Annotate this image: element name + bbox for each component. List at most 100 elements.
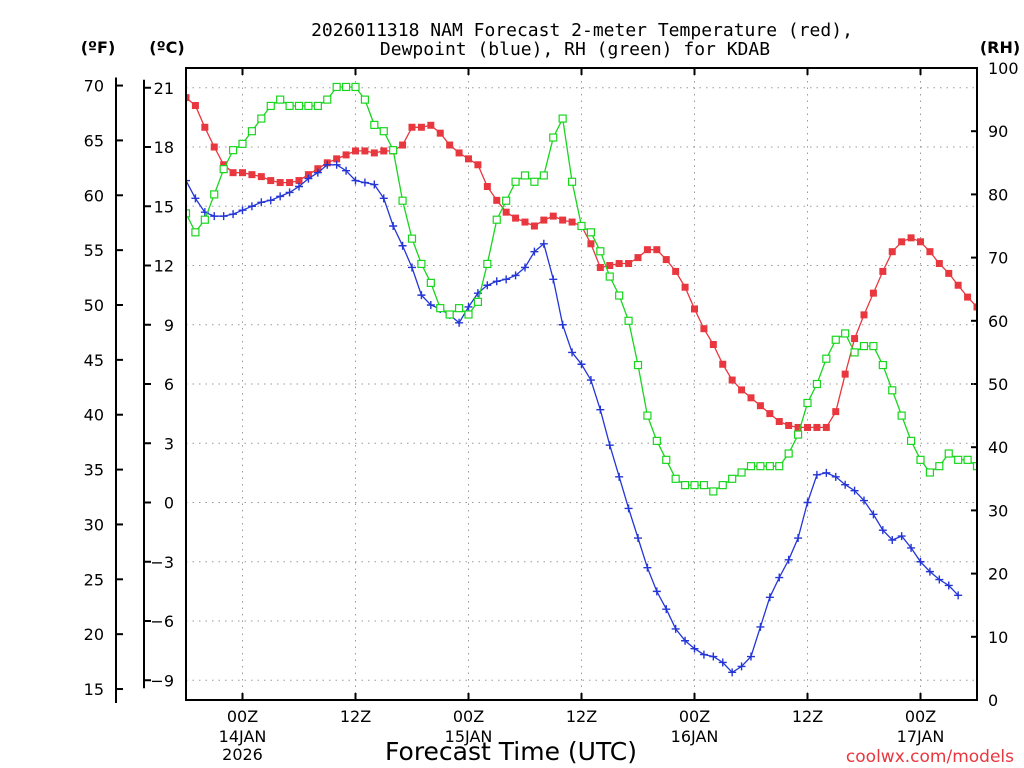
rh-point — [370, 120, 379, 129]
temperature-point — [455, 149, 463, 157]
rh-point — [822, 354, 831, 363]
rh-point — [257, 114, 266, 123]
dewpoint-point — [351, 176, 360, 185]
temperature-point — [841, 370, 849, 378]
dewpoint-point — [822, 468, 831, 477]
rh-tick-label: 50 — [988, 375, 1008, 394]
dewpoint-point — [794, 534, 803, 543]
rh-point — [935, 462, 944, 471]
fahrenheit-tick-label: 40 — [84, 406, 104, 425]
rh-point — [445, 310, 454, 319]
rh-point — [398, 196, 407, 205]
dewpoint-point — [671, 624, 680, 633]
rh-point — [624, 316, 633, 325]
temperature-point — [239, 169, 246, 177]
dewpoint-point — [869, 510, 878, 519]
dewpoint-point — [455, 318, 464, 327]
rh-point — [502, 196, 511, 205]
time-tick-label: 00Z — [453, 707, 484, 726]
dewpoint-point — [502, 275, 511, 284]
temperature-point — [879, 267, 887, 275]
celsius-tick-label: 15 — [154, 197, 174, 216]
rh-point — [351, 82, 360, 92]
temperature-point — [267, 177, 275, 185]
temperature-point — [964, 293, 972, 301]
temperature-point — [248, 171, 256, 179]
series-layer — [186, 82, 990, 677]
fahrenheit-tick-label: 55 — [84, 241, 104, 260]
rh-point — [803, 398, 812, 408]
fahrenheit-tick-label: 45 — [84, 351, 104, 370]
rh-point — [869, 341, 878, 351]
temperature-point — [813, 423, 821, 431]
dewpoint-point — [285, 188, 294, 197]
dewpoint-point — [247, 202, 256, 211]
temperature-point — [643, 246, 651, 254]
rh-point — [793, 430, 803, 439]
temperature-point — [465, 155, 472, 163]
rh-point — [596, 247, 605, 256]
celsius-tick-label: 9 — [164, 316, 174, 335]
rh-point — [709, 487, 718, 496]
temperature-point — [427, 121, 435, 129]
dewpoint-point — [944, 581, 953, 590]
temperature-point — [568, 218, 576, 226]
dewpoint-point — [577, 360, 586, 369]
rh-point — [746, 462, 756, 471]
temperature-point — [822, 423, 830, 431]
celsius-tick-label: 3 — [164, 434, 174, 453]
rh-point — [341, 82, 351, 92]
dewpoint-point — [539, 239, 548, 248]
fahrenheit-axis: 70 65 60 55 50 45 40 35 30 25 20 15 — [84, 77, 123, 704]
rh-point — [389, 146, 398, 155]
temperature-point — [775, 418, 783, 426]
rh-point — [567, 177, 577, 186]
rh-point — [718, 481, 727, 490]
temperature-point — [286, 179, 294, 187]
rh-point — [247, 127, 257, 136]
temperature-point — [907, 234, 915, 242]
rh-point — [605, 272, 614, 281]
rh-point — [699, 481, 709, 490]
rh-point — [266, 101, 275, 111]
rh-point — [756, 462, 765, 471]
temperature-point — [662, 256, 670, 264]
temperature-point — [634, 254, 642, 262]
rh-point — [812, 379, 822, 389]
rh-tick-label: 20 — [988, 565, 1008, 584]
temperature-point — [521, 218, 529, 226]
dewpoint-point — [860, 496, 868, 505]
temperature-point — [361, 147, 369, 155]
dewpoint-point — [530, 247, 539, 256]
rh-point — [586, 228, 596, 237]
dewpoint-point — [568, 348, 577, 357]
fahrenheit-tick-label: 65 — [84, 131, 104, 150]
dewpoint-point — [304, 174, 313, 183]
dewpoint-point — [605, 441, 614, 450]
temperature-point — [719, 360, 727, 368]
rh-point — [983, 456, 990, 463]
dewpoint-point — [186, 176, 190, 185]
dewpoint-point — [398, 241, 407, 250]
temperature-point — [446, 141, 454, 149]
date-label: 17JAN — [897, 727, 945, 746]
dewpoint-point — [841, 480, 850, 489]
time-tick-label: 12Z — [792, 707, 823, 726]
temperature-point — [549, 212, 557, 220]
rh-point — [633, 360, 643, 370]
temperature-point — [681, 283, 689, 291]
dewpoint-point — [831, 472, 840, 481]
dewpoint-point — [558, 320, 567, 329]
dewpoint-point — [812, 470, 821, 479]
rh-point — [859, 341, 869, 351]
temperature-point — [888, 248, 896, 256]
celsius-tick-label: −3 — [150, 553, 174, 572]
temperature-point — [709, 341, 717, 348]
dewpoint-point — [266, 196, 275, 205]
dewpoint-point — [389, 222, 398, 230]
dewpoint-point — [747, 652, 755, 661]
temperature-point — [606, 262, 614, 269]
temperature-point — [295, 177, 303, 185]
date-label: 14JAN — [219, 727, 267, 746]
temperature-point — [728, 376, 736, 384]
